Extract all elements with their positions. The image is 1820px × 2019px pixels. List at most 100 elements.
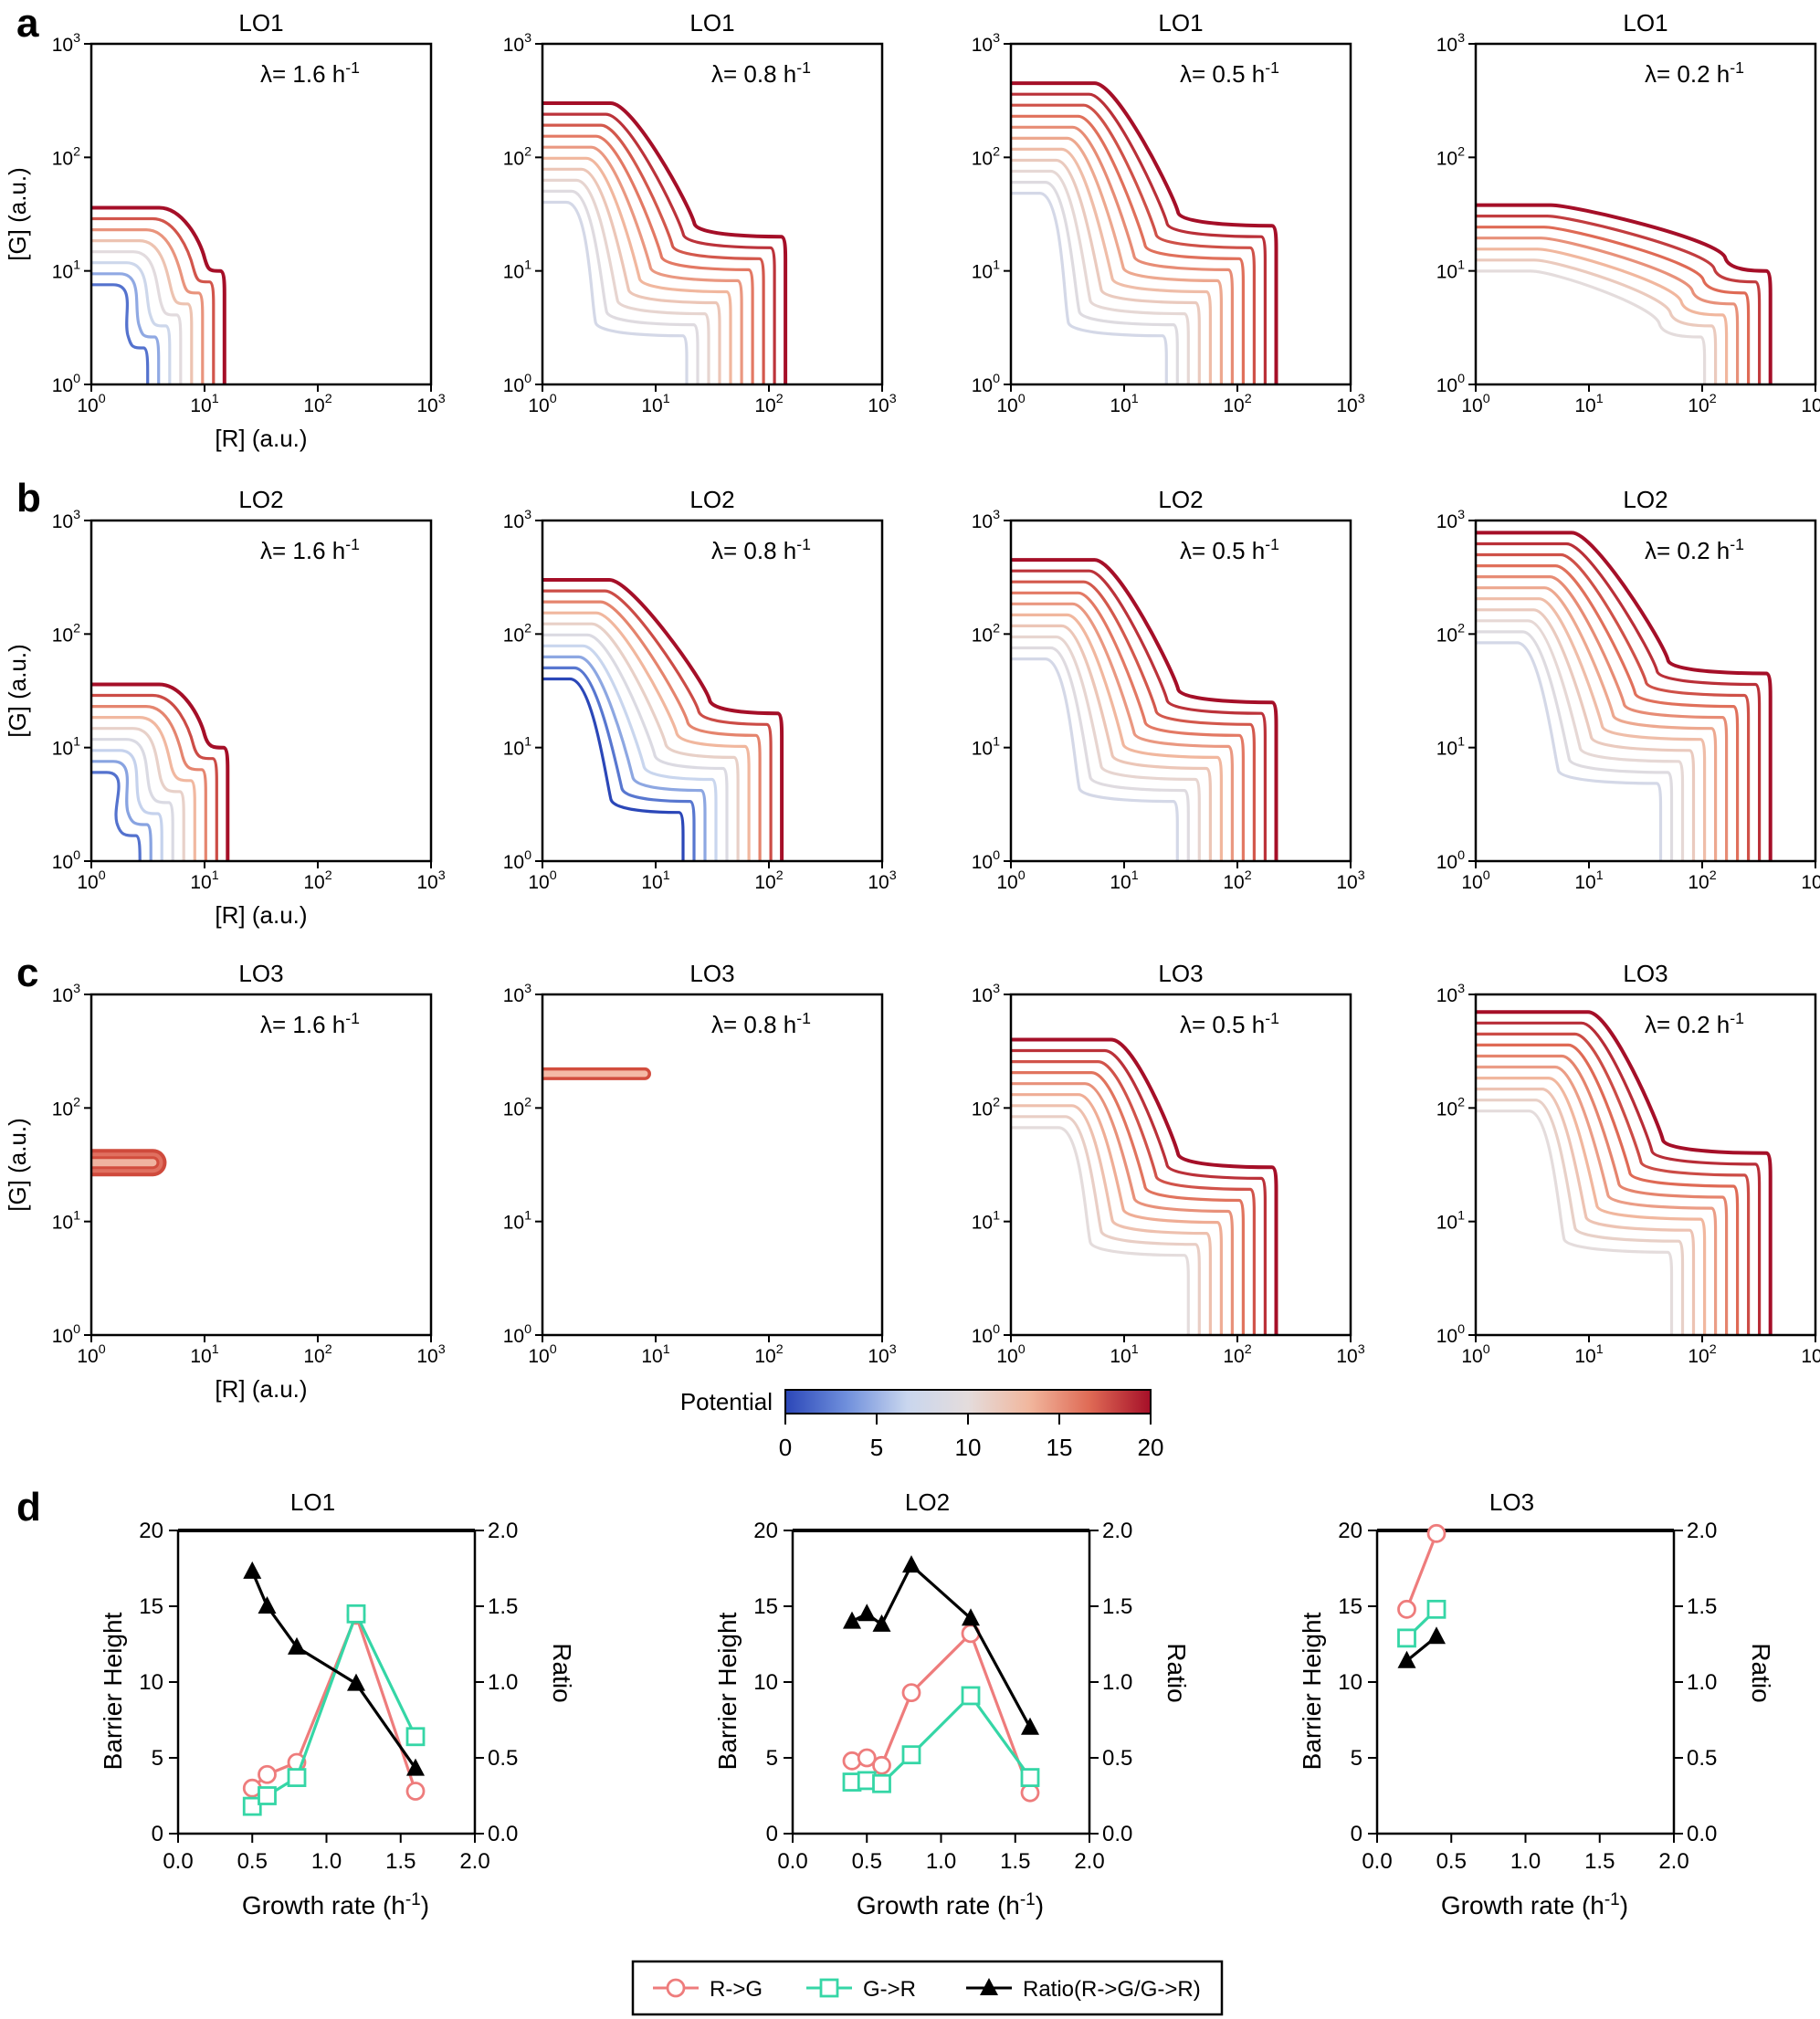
y-right-tick-label: 0.5	[488, 1746, 518, 1771]
y-left-tick-label: 10	[1338, 1670, 1362, 1695]
y-tick-label-sup: 3	[524, 31, 531, 46]
plot-title: LO2	[1623, 486, 1667, 513]
y-tick-label: 100	[52, 848, 80, 873]
x-tick-label-sup: 0	[550, 392, 557, 406]
contour-line	[1476, 597, 1707, 861]
colorbar-tick-label: 15	[1047, 1434, 1073, 1461]
y-tick-label-main: 10	[503, 375, 524, 396]
y-tick-label-sup: 2	[993, 1095, 1000, 1109]
y-tick-label-main: 10	[503, 1213, 524, 1234]
plot-title: LO1	[238, 9, 283, 37]
y-tick-label: 102	[1436, 621, 1465, 646]
contour-line	[1011, 1071, 1245, 1335]
data-point-triangle	[843, 1611, 861, 1629]
x-tick-label: 1.5	[1584, 1849, 1615, 1874]
lambda-label-sup: -1	[796, 535, 811, 553]
y-tick-label-sup: 2	[993, 621, 1000, 636]
y-tick-label: 101	[1436, 735, 1465, 760]
x-tick-label-sup: 1	[1131, 868, 1139, 883]
x-tick-label: 0.5	[1436, 1849, 1467, 1874]
contour-line	[1476, 269, 1707, 384]
y-right-tick-label: 2.0	[488, 1519, 518, 1543]
y-tick-label: 101	[972, 1209, 1000, 1234]
contour-line	[1011, 1082, 1234, 1335]
contour-line	[1011, 114, 1245, 384]
plot-title: LO3	[238, 960, 283, 987]
x-tick-label: 100	[1461, 392, 1489, 416]
contour-line	[91, 749, 163, 861]
series-line-Ratio(R->G/G->R)	[250, 1571, 417, 1770]
y-tick-label: 102	[52, 1095, 80, 1120]
y-tick-label-sup: 0	[524, 372, 531, 386]
y-tick-label-sup: 1	[1457, 258, 1465, 273]
y-left-axis-label: Barrier Height	[99, 1612, 127, 1770]
y-tick-label: 102	[1436, 144, 1465, 169]
y-left-tick-label: 15	[1338, 1594, 1362, 1619]
lambda-label-sup: -1	[1730, 1009, 1744, 1027]
x-tick-label-sup: 3	[438, 1342, 446, 1357]
barrier-plots: LO1 0.0 0.5 1.0 1.5 2.0 0 5 10 15 20 0.0 0.5 1.0 1.5 2.…	[99, 1488, 1775, 1919]
contour-line	[1011, 1037, 1278, 1335]
y-tick-label-main: 10	[1436, 35, 1457, 56]
y-tick-label-sup: 1	[1457, 735, 1465, 750]
plot-title: LO1	[689, 9, 734, 37]
y-tick-label-sup: 0	[73, 372, 80, 386]
contour-line	[1011, 580, 1256, 861]
data-point-square	[1426, 1599, 1447, 1619]
contour-line	[1011, 1104, 1212, 1335]
contour-line	[1476, 237, 1740, 384]
contour-line	[1011, 1060, 1256, 1335]
x-tick-label: 2.0	[459, 1849, 489, 1874]
x-tick-label: 103	[868, 1342, 896, 1367]
contour-line	[1011, 602, 1234, 861]
x-tick-label-sup: 0	[1483, 1342, 1490, 1357]
y-right-tick-label: 0.5	[1687, 1746, 1717, 1771]
y-right-tick-label: 0.5	[1102, 1746, 1132, 1771]
contour-line	[91, 272, 161, 384]
lambda-label: λ= 0.2 h-1	[1645, 535, 1744, 564]
y-left-tick-label: 0	[152, 1822, 163, 1846]
y-tick-label: 101	[503, 1209, 531, 1234]
x-tick-label-main: 10	[996, 1346, 1017, 1367]
y-left-tick-label: 10	[753, 1670, 778, 1695]
x-tick-label-main: 10	[868, 395, 889, 416]
contour-line	[1476, 641, 1663, 861]
y-tick-label-main: 10	[503, 1099, 524, 1120]
panel-label-d: d	[16, 1485, 41, 1530]
x-tick-label-main: 10	[641, 872, 662, 893]
panel-label-b: b	[16, 476, 41, 521]
contour-line	[91, 283, 150, 384]
x-tick-label-main: 10	[416, 872, 437, 893]
contour-line	[1476, 564, 1740, 861]
x-tick-label: 101	[1574, 868, 1603, 893]
contour-line	[91, 682, 230, 861]
x-tick-label: 102	[754, 392, 783, 416]
y-right-axis-label: Ratio	[548, 1643, 576, 1702]
x-tick-label: 102	[303, 1342, 331, 1367]
contour-line	[1476, 1010, 1773, 1335]
x-tick-label-main: 10	[528, 395, 549, 416]
y-tick-label-sup: 1	[1457, 1209, 1465, 1224]
contour-line	[1011, 1126, 1190, 1335]
contour-line	[1011, 1048, 1267, 1335]
legend-label: R->G	[710, 1977, 763, 2002]
y-right-tick-label: 1.0	[1687, 1670, 1717, 1695]
contour-line	[542, 589, 773, 861]
x-tick-label-main: 10	[190, 872, 211, 893]
x-tick-label: 100	[996, 1342, 1025, 1367]
data-point-square	[1397, 1628, 1416, 1648]
y-tick-label: 100	[52, 372, 80, 396]
x-tick-label-main: 10	[528, 1346, 549, 1367]
y-tick-label-sup: 3	[524, 508, 531, 522]
x-tick-label: 100	[996, 392, 1025, 416]
lambda-label-main: λ= 0.5 h	[1180, 60, 1265, 88]
y-right-tick-label: 0.0	[1687, 1822, 1717, 1846]
contour-line	[1011, 591, 1245, 861]
y-tick-label: 103	[1436, 31, 1465, 56]
y-left-tick-label: 20	[1338, 1519, 1362, 1543]
y-right-tick-label: 2.0	[1102, 1519, 1132, 1543]
y-tick-label: 100	[503, 372, 531, 396]
contour-line	[1011, 613, 1223, 861]
data-point-circle	[872, 1755, 891, 1775]
